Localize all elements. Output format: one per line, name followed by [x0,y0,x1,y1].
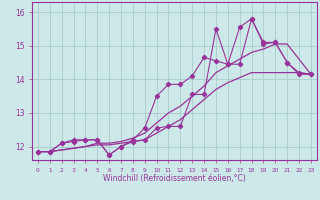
X-axis label: Windchill (Refroidissement éolien,°C): Windchill (Refroidissement éolien,°C) [103,174,246,183]
